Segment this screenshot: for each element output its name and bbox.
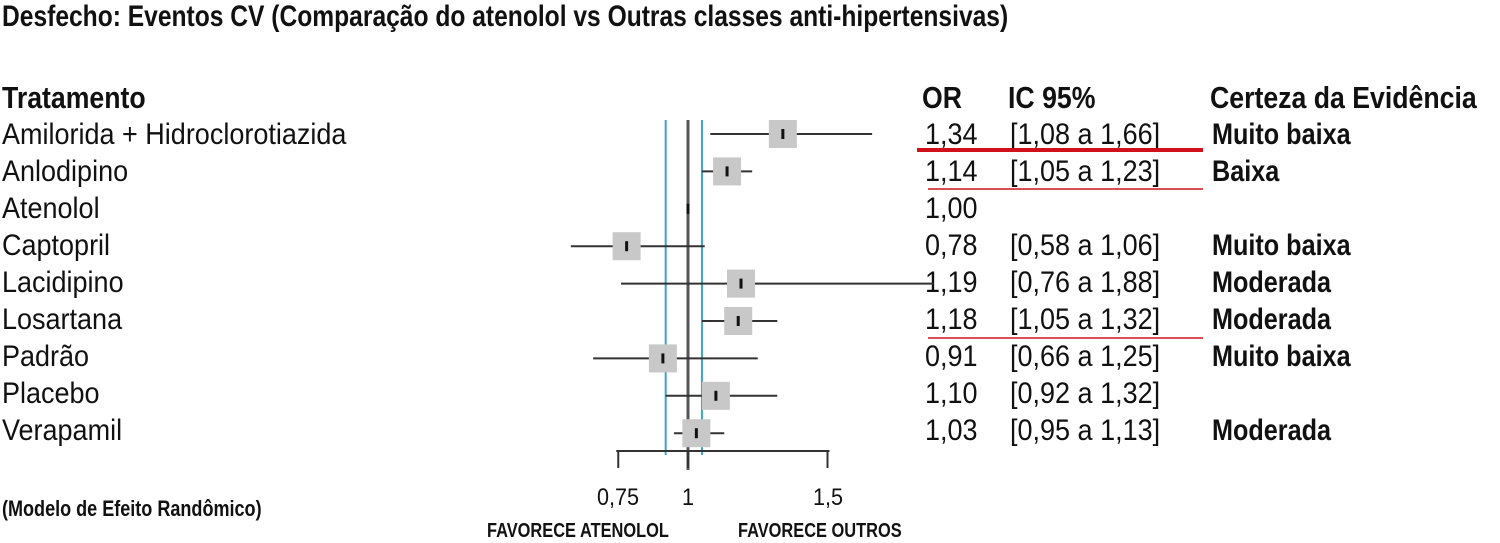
row-treatment: Padrão (2, 340, 90, 373)
estimate-point (739, 278, 743, 289)
row-treatment: Verapamil (2, 414, 123, 447)
row-or: 1,19 (925, 266, 978, 299)
x-tick-label: 1,5 (812, 484, 843, 511)
model-note: (Modelo de Efeito Randômico) (2, 496, 262, 521)
header-treatment: Tratamento (2, 80, 146, 115)
estimate-point (781, 129, 785, 139)
chart-title: Desfecho: Eventos CV (Comparação do aten… (2, 0, 1009, 33)
row-or: 1,34 (925, 118, 978, 151)
row-certainty: Moderada (1212, 266, 1332, 299)
row-ci: [1,05 a 1,32] (1010, 303, 1161, 336)
row-ci: [0,95 a 1,13] (1010, 414, 1161, 447)
row-or: 0,91 (925, 340, 978, 373)
row-or: 0,78 (925, 229, 978, 262)
row-treatment: Amilorida + Hidroclorotiazida (2, 118, 347, 151)
row-treatment: Atenolol (2, 192, 100, 225)
row-treatment: Lacidipino (2, 266, 124, 299)
estimate-point (725, 166, 729, 177)
row-ci: [1,05 a 1,23] (1010, 155, 1161, 188)
row-certainty: Baixa (1212, 155, 1280, 188)
row-or: 1,14 (925, 155, 978, 188)
row-or: 1,10 (925, 377, 978, 410)
row-certainty: Muito baixa (1212, 118, 1351, 151)
row-ci: [0,76 a 1,88] (1010, 266, 1161, 299)
row-or: 1,18 (925, 303, 978, 336)
estimate-point (736, 316, 740, 326)
x-tick-label: 0,75 (597, 484, 640, 511)
row-or: 1,00 (925, 192, 978, 225)
favors-atenolol-label: FAVORECE ATENOLOL (487, 520, 669, 542)
row-ci: [0,58 a 1,06] (1010, 229, 1161, 262)
row-certainty: Muito baixa (1212, 229, 1351, 262)
header-ci: IC 95% (1008, 80, 1096, 115)
row-ci: [0,66 a 1,25] (1010, 340, 1161, 373)
estimate-point (661, 353, 665, 364)
row-treatment: Placebo (2, 377, 100, 410)
row-treatment: Anlodipino (2, 155, 129, 188)
row-treatment: Losartana (2, 303, 123, 336)
row-certainty: Moderada (1212, 303, 1332, 336)
row-ci: [0,92 a 1,32] (1010, 377, 1161, 410)
row-treatment: Captopril (2, 229, 111, 262)
header-or: OR (922, 80, 962, 115)
estimate-point (714, 390, 718, 401)
row-ci: [1,08 a 1,66] (1010, 118, 1161, 151)
row-or: 1,03 (925, 414, 978, 447)
row-certainty: Muito baixa (1212, 340, 1351, 373)
row-certainty: Moderada (1212, 414, 1332, 447)
favors-others-label: FAVORECE OUTROS (738, 520, 902, 542)
estimate-point (625, 241, 629, 252)
estimate-point (686, 203, 690, 214)
header-certainty: Certeza da Evidência (1210, 80, 1477, 115)
x-tick-label: 1 (681, 484, 695, 511)
estimate-point (694, 428, 698, 439)
